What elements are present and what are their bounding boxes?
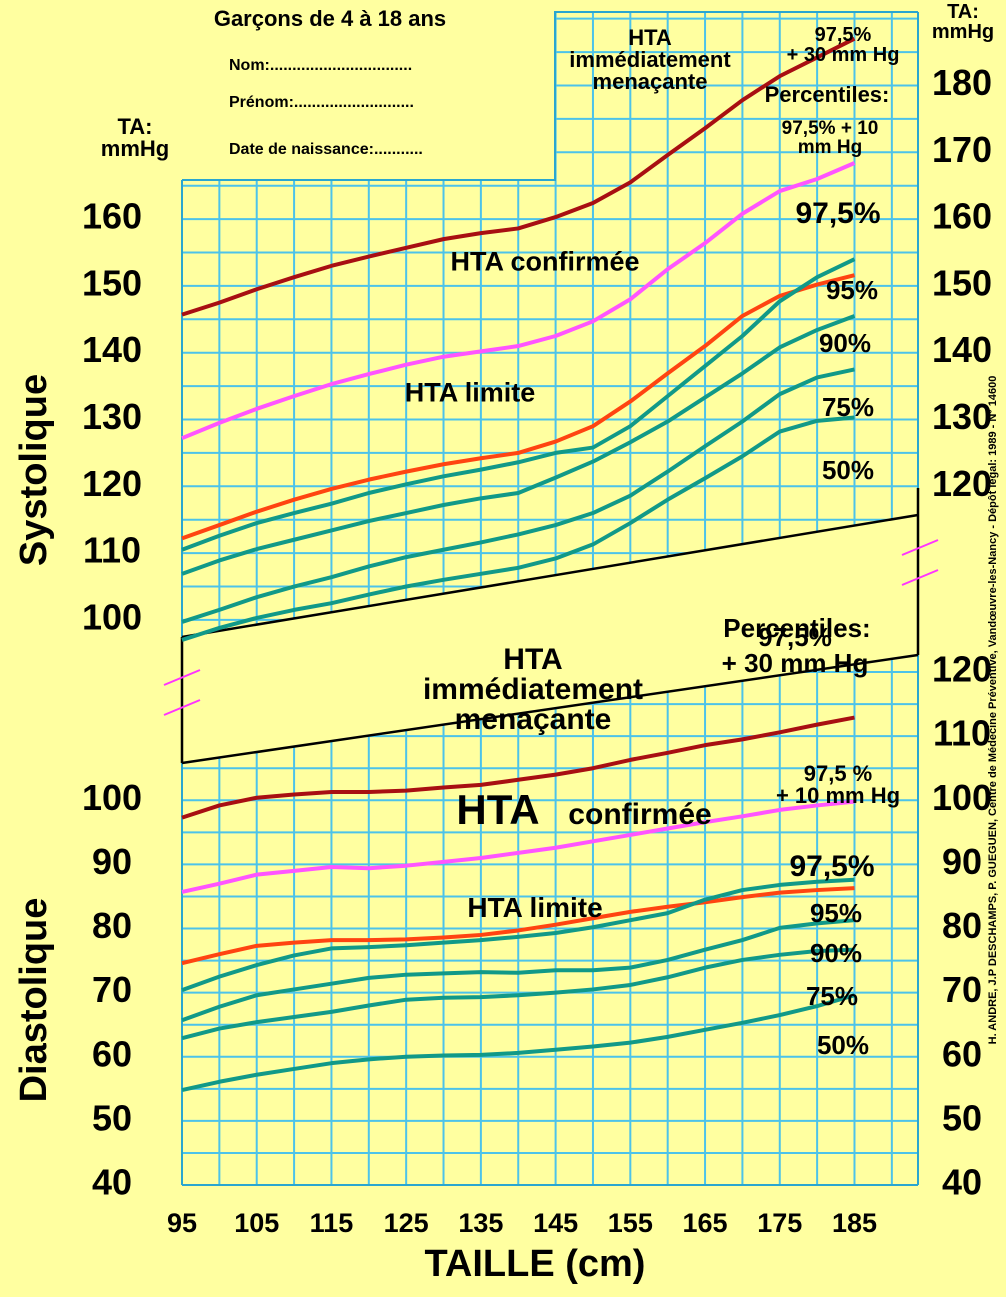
y2-tick-label: 60	[942, 1033, 982, 1074]
annotation: confirmée	[568, 798, 712, 831]
series-label: 97,5 % + 10 mm Hg	[775, 761, 901, 808]
y-tick-label: 90	[92, 841, 132, 882]
series-line	[181, 918, 855, 1023]
annotation: HTA	[456, 786, 540, 833]
y-tick-label: 70	[92, 969, 132, 1010]
series-label: 97,5%	[795, 197, 881, 230]
y2-tick-label: 130	[932, 396, 992, 437]
series-label: 50%	[821, 455, 875, 485]
y2-tick-label: 90	[942, 841, 982, 882]
series-label: 97,5% + 30 mm Hg	[786, 24, 900, 66]
y-tick-label: 120	[82, 463, 142, 504]
x-tick-label: 165	[683, 1208, 728, 1238]
series-label: 97,5% + 10 mm Hg	[781, 118, 879, 158]
series-line	[181, 715, 855, 820]
break-line	[181, 513, 919, 639]
series-line	[181, 367, 855, 624]
series-line	[181, 273, 855, 541]
x-tick-label: 125	[384, 1208, 429, 1238]
x-tick-label: 95	[167, 1208, 197, 1238]
series-label: 90%	[818, 328, 872, 358]
x-tick-label: 185	[832, 1208, 877, 1238]
series-line	[181, 257, 856, 552]
y-axis-title: Diastolique	[13, 898, 55, 1103]
y2-tick-label: 160	[932, 196, 992, 237]
series-label: 75%	[805, 981, 859, 1011]
break-mark	[901, 539, 939, 556]
x-tick-label: 145	[533, 1208, 578, 1238]
y2-tick-label: 70	[942, 969, 982, 1010]
y-tick-label: 130	[82, 396, 142, 437]
y-axis-title: Systolique	[13, 374, 55, 566]
header-field: Prénom:...........................	[229, 94, 414, 111]
y2-tick-label: 140	[932, 329, 992, 370]
series-line	[181, 799, 855, 894]
x-tick-label: 155	[608, 1208, 653, 1238]
break-mark	[901, 569, 939, 586]
annotation: HTA immédiatement menaçante	[569, 25, 731, 94]
series-label: 97,5% + 30 mm Hg	[721, 622, 869, 678]
series-label: 75%	[821, 392, 875, 422]
header-field: Nom:................................	[229, 57, 412, 74]
series-line	[181, 415, 855, 642]
series-line	[181, 993, 856, 1093]
y-tick-label: 60	[92, 1033, 132, 1074]
y2-tick-label: 40	[942, 1162, 982, 1203]
y-tick-label: 150	[82, 262, 142, 303]
y2-tick-label: 80	[942, 905, 982, 946]
series-label: 97,5%	[789, 850, 875, 883]
series-label: 50%	[816, 1030, 870, 1060]
x-tick-label: 105	[234, 1208, 279, 1238]
y2-tick-label: 50	[942, 1097, 982, 1138]
annotation: HTA limite	[467, 892, 603, 923]
series-label: 95%	[825, 275, 879, 305]
x-tick-label: 175	[757, 1208, 802, 1238]
series-line	[181, 886, 855, 966]
x-axis-title: TAILLE (cm)	[425, 1243, 646, 1285]
y-tick-label: 140	[82, 329, 142, 370]
y-tick-label: 40	[92, 1162, 132, 1203]
y-tick-label: 100	[82, 777, 142, 818]
y-tick-label: 80	[92, 905, 132, 946]
y2-tick-label: 120	[932, 463, 992, 504]
annotation: HTA confirmée	[450, 246, 640, 277]
y-unit-label: TA: mmHg	[100, 114, 170, 161]
annotation: HTA immédiatement menaçante	[422, 643, 644, 736]
y-tick-label: 160	[82, 196, 142, 237]
x-tick-label: 115	[310, 1208, 354, 1238]
series-label: 90%	[809, 938, 863, 968]
series-line	[181, 877, 855, 992]
y2-tick-label: 170	[932, 129, 992, 170]
y2-tick-label: 150	[932, 262, 992, 303]
y2-unit-label: TA: mmHg	[931, 1, 995, 43]
break-line	[181, 653, 919, 765]
y2-tick-label: 100	[932, 777, 992, 818]
legend-title: Percentiles:	[764, 82, 890, 107]
series-line	[181, 314, 856, 576]
series-line	[181, 947, 855, 1041]
header-field: Date de naissance:...........	[229, 141, 423, 158]
y2-tick-label: 180	[932, 62, 992, 103]
annotation: HTA limite	[404, 377, 536, 408]
break-mark	[163, 699, 201, 716]
legend-title: Percentiles:	[723, 613, 871, 643]
y2-tick-label: 120	[932, 649, 992, 690]
series-line	[181, 161, 856, 441]
y2-tick-label: 110	[933, 713, 991, 754]
series-line	[181, 36, 856, 317]
y-tick-label: 110	[83, 530, 141, 571]
y-tick-label: 100	[82, 596, 142, 637]
x-tick-label: 135	[458, 1208, 503, 1238]
credit: H. ANDRE, J.P DESCHAMPS, P. GUEGUEN, Cen…	[987, 376, 999, 1045]
break-mark	[163, 669, 201, 686]
header-title: Garçons de 4 à 18 ans	[214, 6, 446, 31]
series-label: 95%	[809, 898, 863, 928]
frame	[182, 11, 918, 181]
y-tick-label: 50	[92, 1097, 132, 1138]
